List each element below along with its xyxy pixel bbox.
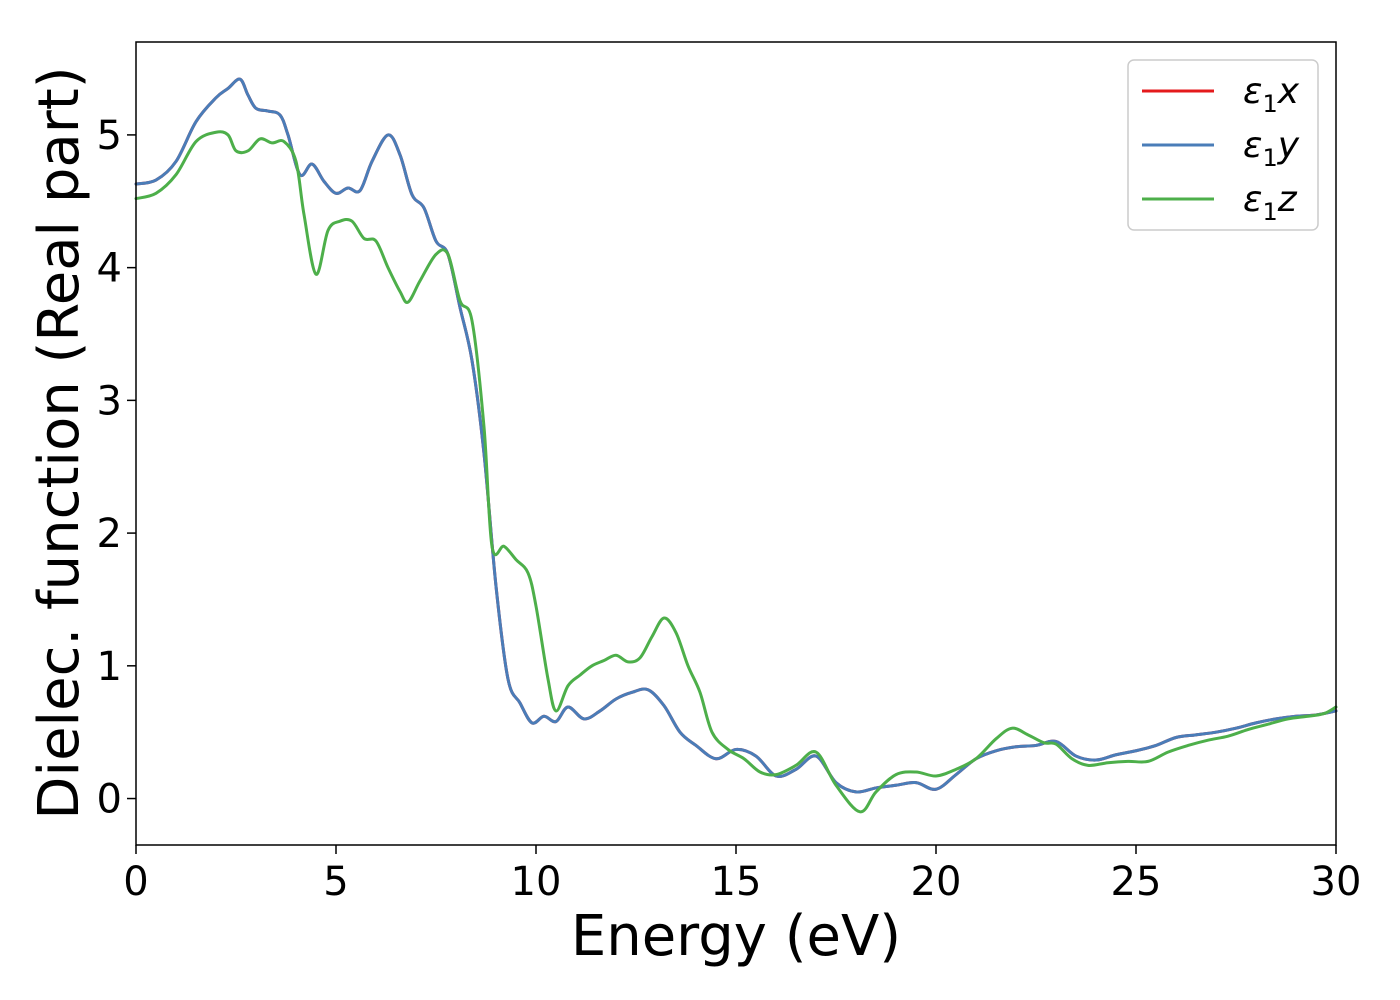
x-tick-label: 30 — [1311, 859, 1362, 905]
legend-item-x: ε1x — [1142, 71, 1300, 118]
y-tick-label: 3 — [97, 378, 122, 424]
x-tick-label: 10 — [511, 859, 562, 905]
x-tick-label: 25 — [1111, 859, 1162, 905]
legend: ε1x ε1y ε1z — [1127, 59, 1319, 231]
series-line-z — [134, 130, 1338, 814]
legend-label: ε1x — [1243, 71, 1300, 118]
y-tick-label: 0 — [97, 777, 122, 823]
legend-label: ε1z — [1243, 179, 1298, 226]
series-line-y — [134, 77, 1338, 794]
y-tick-label: 1 — [97, 644, 122, 690]
x-axis-ticks: 0 5 10 15 20 25 30 — [123, 845, 1361, 905]
x-tick-label: 5 — [323, 859, 348, 905]
legend-item-z: ε1z — [1142, 179, 1298, 226]
x-tick-label: 20 — [911, 859, 962, 905]
y-tick-label: 5 — [97, 113, 122, 159]
legend-items: ε1x ε1y ε1z — [1142, 71, 1300, 226]
x-axis-label: Energy (eV) — [571, 904, 901, 969]
x-tick-label: 0 — [123, 859, 148, 905]
y-tick-label: 2 — [97, 511, 122, 557]
x-tick-label: 15 — [711, 859, 762, 905]
legend-item-y: ε1y — [1142, 125, 1300, 172]
y-axis-label: Dielec. function (Real part) — [27, 66, 92, 819]
y-tick-label: 4 — [97, 246, 122, 292]
series-layer — [134, 77, 1338, 814]
legend-label: ε1y — [1243, 125, 1300, 172]
y-axis-ticks: 0 1 2 3 4 5 — [97, 113, 136, 823]
legend-frame — [1127, 59, 1319, 231]
